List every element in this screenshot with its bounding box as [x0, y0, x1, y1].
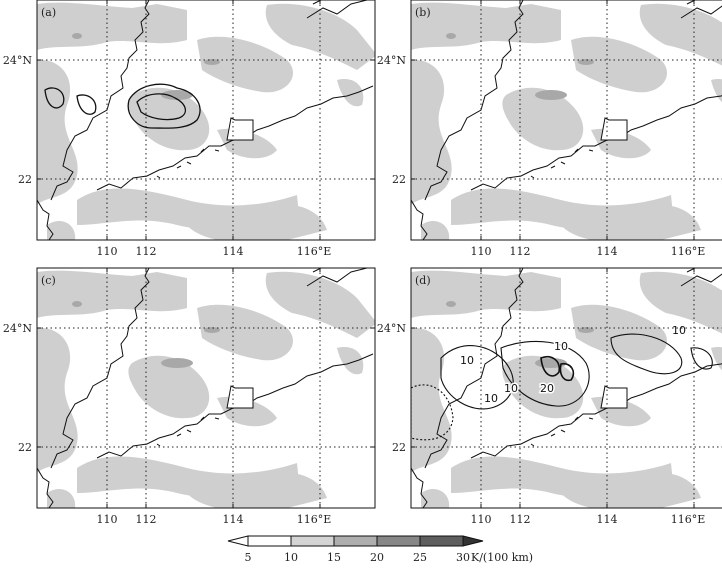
colorbar-min-arrow — [227, 535, 249, 547]
contour-lines — [411, 333, 713, 441]
contour-lines — [44, 83, 201, 129]
y-tick-label: 24°N — [3, 322, 32, 335]
colorbar-tick-label: 30 — [456, 551, 470, 564]
y-tick-label: 22 — [392, 173, 406, 186]
x-tick-label: 116°E — [671, 513, 706, 526]
x-tick-label: 114 — [223, 245, 244, 258]
y-tick-label: 24°N — [377, 322, 406, 335]
contour-label: 10 — [484, 392, 498, 405]
terrain-shading — [411, 270, 722, 508]
colorbar-segment — [333, 535, 378, 547]
y-tick-label: 24°N — [3, 54, 32, 67]
colorbar-segment — [419, 535, 464, 547]
terrain-shading — [37, 270, 375, 508]
y-tick-label: 22 — [392, 441, 406, 454]
y-tick-label: 22 — [18, 441, 32, 454]
x-tick-label: 110 — [471, 245, 492, 258]
colorbar-segment — [290, 535, 335, 547]
colorbar-tick-label: 5 — [245, 551, 252, 564]
map-frame — [410, 267, 722, 509]
colorbar-unit: K/(100 km) — [471, 551, 533, 564]
map-panel-a: (a) 110 112 114 116°E 24°N 22 — [3, 0, 376, 258]
x-tick-label: 114 — [597, 513, 618, 526]
contour-label: 10 — [460, 354, 474, 367]
terrain-shading — [37, 2, 375, 240]
x-tick-label: 116°E — [297, 513, 332, 526]
panel-label: (a) — [41, 6, 56, 19]
x-tick-label: 112 — [510, 513, 531, 526]
colorbar-tick-label: 25 — [413, 551, 427, 564]
map-panel-b: (b) 110 112 114 116°E 24°N 22 — [377, 0, 722, 258]
colorbar-max-arrow — [462, 535, 484, 547]
panel-label: (c) — [41, 274, 56, 287]
colorbar-tick-label: 15 — [327, 551, 341, 564]
x-tick-label: 110 — [97, 513, 118, 526]
map-panel-d: 10 10 10 20 10 10 (d) 110 112 114 116°E 24°N 22 — [377, 267, 722, 526]
colorbar-segment — [247, 535, 292, 547]
colorbar-segment — [376, 535, 421, 547]
contour-label: 10 — [672, 324, 686, 337]
panel-label: (b) — [415, 6, 431, 19]
colorbar-tick-label: 20 — [370, 551, 384, 564]
terrain-shading — [411, 2, 722, 240]
map-frame — [36, 0, 376, 241]
x-tick-label: 110 — [471, 513, 492, 526]
x-tick-label: 112 — [510, 245, 531, 258]
y-tick-label: 24°N — [377, 54, 406, 67]
map-frame — [410, 0, 722, 241]
x-tick-label: 114 — [223, 513, 244, 526]
contour-label: 10 — [554, 340, 568, 353]
map-frame — [36, 267, 376, 509]
colorbar-tick-label: 10 — [284, 551, 298, 564]
x-tick-label: 116°E — [297, 245, 332, 258]
contour-label: 10 — [504, 382, 518, 395]
x-tick-label: 116°E — [671, 245, 706, 258]
x-tick-label: 112 — [136, 245, 157, 258]
x-tick-label: 114 — [597, 245, 618, 258]
panel-label: (d) — [415, 274, 431, 287]
colorbar: 5 10 15 20 25 30 K/(100 km) — [227, 535, 533, 564]
y-tick-label: 22 — [18, 173, 32, 186]
map-panel-c: (c) 110 112 114 116°E 24°N 22 — [3, 267, 376, 526]
x-tick-label: 112 — [136, 513, 157, 526]
x-tick-label: 110 — [97, 245, 118, 258]
contour-label: 20 — [540, 382, 554, 395]
